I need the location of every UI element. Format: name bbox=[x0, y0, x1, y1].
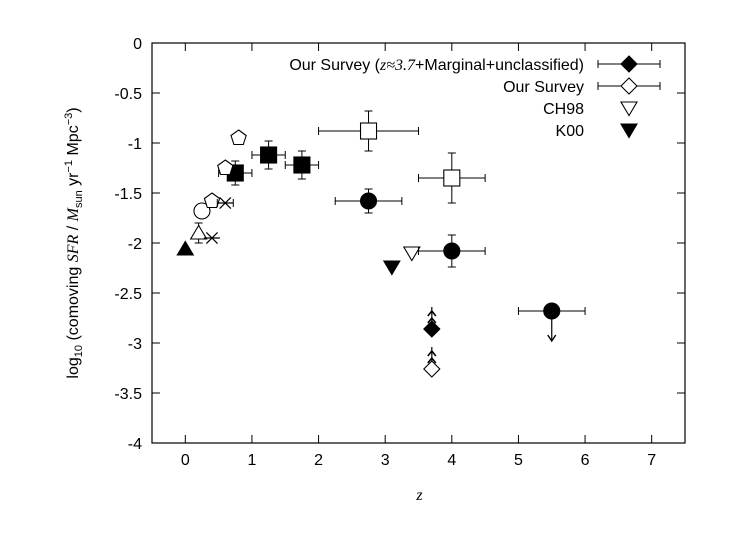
y-axis-label-part: M bbox=[65, 206, 82, 222]
marker-square-filled bbox=[260, 146, 278, 164]
data-point bbox=[402, 246, 421, 262]
marker-triangle-down-open bbox=[402, 246, 421, 262]
marker-asterisk bbox=[203, 231, 220, 245]
legend-label-part: Our Survey ( bbox=[289, 57, 380, 74]
data-point bbox=[284, 150, 320, 180]
marker-square-open bbox=[443, 169, 461, 187]
data-point bbox=[418, 152, 486, 204]
data-points bbox=[176, 110, 586, 378]
x-tick-label: 6 bbox=[581, 452, 590, 469]
legend-label-part: K00 bbox=[556, 123, 585, 140]
y-axis-label-part: log bbox=[65, 357, 82, 378]
legend-label: K00 bbox=[556, 123, 585, 140]
y-axis-label-part: ) bbox=[65, 107, 82, 112]
y-tick-label: -0.5 bbox=[114, 86, 142, 103]
y-tick-label: -2 bbox=[128, 236, 142, 253]
data-point bbox=[251, 140, 286, 170]
marker-triangle-up-filled bbox=[176, 240, 195, 256]
plot-frame bbox=[151, 42, 686, 444]
data-point bbox=[203, 231, 220, 245]
x-tick-label: 5 bbox=[514, 452, 523, 469]
y-tick-label: -3 bbox=[128, 336, 142, 353]
x-tick-label: 2 bbox=[314, 452, 323, 469]
y-tick-label: -1 bbox=[128, 136, 142, 153]
legend-label: Our Survey bbox=[503, 79, 584, 96]
y-axis-label-part: 10 bbox=[73, 345, 85, 357]
axes: 0 1 2 3 4 5 6 7 0 -0.5 -1 -1.5 -2 -2.5 -3 -3.5 -4 bbox=[114, 36, 686, 469]
data-point bbox=[230, 129, 247, 146]
legend-entry: CH98 bbox=[543, 101, 638, 118]
marker-square-filled bbox=[293, 156, 311, 174]
legend-label-part: +Marginal+unclassified) bbox=[415, 57, 584, 74]
asterisk-stroke bbox=[205, 231, 218, 245]
legend-label-part: Our Survey bbox=[503, 79, 584, 96]
data-point bbox=[418, 234, 486, 268]
y-tick-label: -4 bbox=[128, 436, 142, 453]
data-point bbox=[318, 110, 419, 152]
x-axis-label: z bbox=[415, 487, 423, 504]
legend-label: CH98 bbox=[543, 101, 584, 118]
arrow-head bbox=[547, 334, 557, 343]
marker-triangle-down-filled bbox=[382, 260, 401, 276]
y-axis-label-part: Mpc bbox=[65, 125, 82, 160]
marker-diamond-open bbox=[620, 77, 638, 95]
y-tick-label: -2.5 bbox=[114, 286, 142, 303]
x-tick-label: 4 bbox=[447, 452, 456, 469]
legend: Our Survey (z≈3.7+Marginal+unclassified)… bbox=[289, 55, 661, 140]
data-point bbox=[423, 347, 441, 378]
data-point bbox=[176, 240, 195, 256]
marker-diamond-open bbox=[423, 360, 441, 378]
y-tick-label: -3.5 bbox=[114, 386, 142, 403]
marker-asterisk bbox=[217, 196, 234, 210]
data-point bbox=[217, 159, 234, 176]
y-axis-label-part: SFR bbox=[65, 234, 82, 262]
marker-diamond-filled bbox=[620, 55, 638, 73]
legend-entry: K00 bbox=[556, 123, 638, 140]
y-axis-label-part: (comoving bbox=[65, 262, 82, 345]
data-point bbox=[216, 196, 234, 210]
legend-label-part: z≈3.7 bbox=[379, 57, 416, 74]
marker-pentagon-open bbox=[230, 129, 247, 146]
marker-circle-filled bbox=[543, 302, 561, 320]
marker-pentagon-open bbox=[217, 159, 234, 176]
marker-triangle-down-filled bbox=[620, 123, 638, 139]
y-axis-label-part: sun bbox=[73, 190, 85, 208]
marker-triangle-up-open bbox=[189, 224, 208, 240]
legend-label: Our Survey (z≈3.7+Marginal+unclassified) bbox=[289, 57, 584, 74]
data-point bbox=[517, 302, 586, 343]
marker-square-open bbox=[359, 122, 378, 140]
x-tick-label: 7 bbox=[647, 452, 656, 469]
marker-diamond-filled bbox=[423, 320, 441, 338]
y-tick-label: 0 bbox=[133, 36, 142, 53]
data-point bbox=[423, 307, 441, 338]
marker-triangle-down-open bbox=[620, 101, 638, 117]
marker-pentagon-open bbox=[203, 192, 221, 209]
data-point bbox=[193, 202, 211, 220]
y-tick-label: -1.5 bbox=[114, 186, 142, 203]
marker-circle-open bbox=[193, 202, 211, 220]
y-axis-label: log10 (comoving SFR / Msun yr−1 Mpc−3) bbox=[63, 107, 85, 378]
x-tick-label: 3 bbox=[381, 452, 390, 469]
data-point bbox=[203, 192, 221, 209]
marker-circle-filled bbox=[359, 192, 378, 210]
legend-label-part: CH98 bbox=[543, 101, 584, 118]
y-axis-label-part: −1 bbox=[63, 160, 75, 173]
y-axis-label-part: −3 bbox=[63, 113, 75, 126]
x-tick-label: 0 bbox=[181, 452, 190, 469]
legend-entry: Our Survey bbox=[503, 77, 661, 96]
data-point bbox=[334, 188, 403, 214]
y-axis-label-part: / bbox=[65, 221, 82, 234]
data-point bbox=[382, 260, 401, 276]
x-tick-label: 1 bbox=[247, 452, 256, 469]
marker-circle-filled bbox=[443, 242, 461, 260]
data-point bbox=[189, 222, 208, 244]
asterisk-stroke bbox=[219, 196, 232, 210]
legend-entry: Our Survey (z≈3.7+Marginal+unclassified) bbox=[289, 55, 661, 74]
y-axis-label-part: yr bbox=[65, 172, 82, 190]
